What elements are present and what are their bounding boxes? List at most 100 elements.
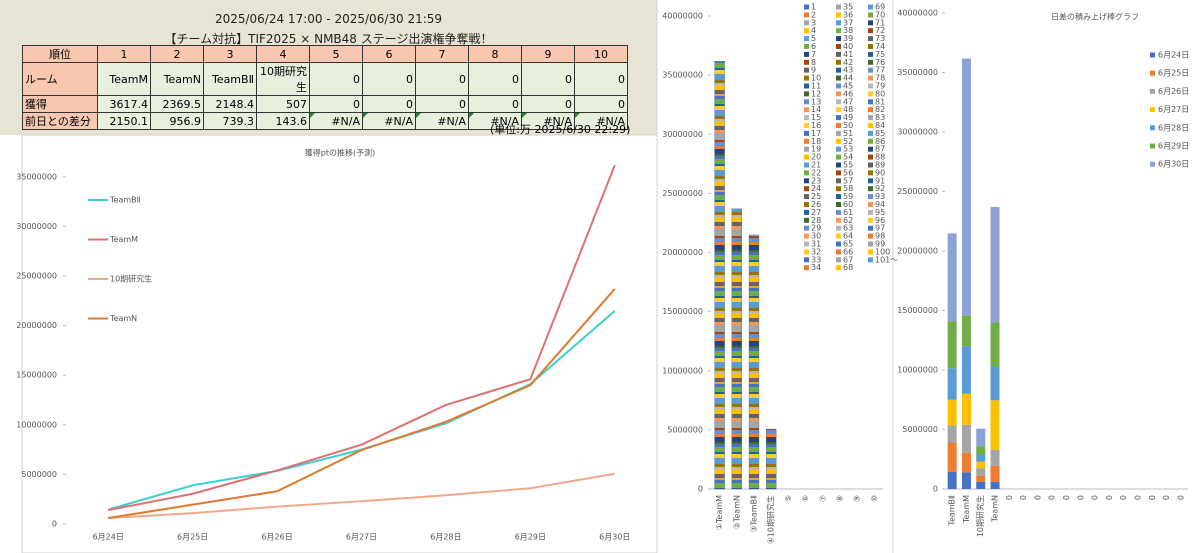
- bar-segment: [990, 465, 1000, 482]
- legend-label: 22: [811, 168, 821, 177]
- legend-swatch: [836, 233, 841, 239]
- legend-swatch: [836, 249, 841, 255]
- legend-label: 44: [843, 74, 853, 83]
- legend-swatch: [836, 217, 841, 223]
- y-tick-label: 35000000: [897, 68, 938, 77]
- y-tick-label: 35000000: [16, 172, 57, 181]
- legend-label: 6月28日: [1158, 123, 1189, 132]
- legend-swatch: [804, 115, 809, 121]
- legend-swatch: [804, 51, 809, 57]
- legend-swatch: [804, 28, 809, 34]
- x-tick-label: 6月28日: [430, 533, 461, 542]
- legend-label: 37: [843, 18, 853, 27]
- x-tick-label: ⑩: [870, 495, 879, 502]
- legend-swatch: [1150, 52, 1155, 58]
- legend-swatch: [868, 67, 873, 73]
- bar-segment: [947, 368, 957, 400]
- legend-label: 41: [843, 50, 853, 59]
- legend-swatch: [868, 4, 873, 10]
- y-tick-label: 15000000: [897, 306, 938, 315]
- legend-swatch: [804, 241, 809, 247]
- x-tick-label: 0: [1076, 495, 1085, 500]
- bar-segment: [976, 446, 986, 455]
- table-cell: 143.6: [256, 112, 310, 130]
- legend-label: 88: [875, 153, 885, 162]
- legend-label: 96: [875, 216, 885, 225]
- table-cell: 前日との差分: [22, 112, 98, 130]
- table-cell: #N/A: [309, 112, 363, 130]
- x-tick-label: 0: [1176, 495, 1185, 500]
- legend-label: 56: [843, 168, 853, 177]
- legend-swatch: [804, 202, 809, 207]
- bar-segment: [947, 471, 957, 489]
- legend-label: 14: [811, 105, 821, 114]
- legend-swatch: [804, 170, 809, 176]
- legend-label: 101〜: [875, 255, 898, 264]
- x-tick-label: 0: [1005, 495, 1014, 500]
- legend-swatch: [836, 146, 841, 152]
- legend-swatch: [836, 44, 841, 49]
- table-cell: 9: [521, 45, 575, 63]
- legend-swatch: [804, 209, 809, 215]
- legend-swatch: [804, 59, 809, 65]
- legend-label: 45: [843, 82, 853, 91]
- legend-label: 15: [811, 113, 821, 122]
- legend-swatch: [868, 186, 873, 192]
- legend-label: 6月26日: [1158, 87, 1189, 96]
- y-tick-label: 5000000: [902, 425, 938, 434]
- legend-label: 90: [875, 168, 885, 177]
- legend-label: 86: [875, 137, 885, 146]
- y-tick-label: 10000000: [897, 366, 938, 375]
- legend-label: 87: [875, 145, 885, 154]
- legend-swatch: [836, 12, 841, 18]
- bar-segment: [947, 442, 957, 472]
- legend-swatch: [836, 241, 841, 247]
- bar-segment: [976, 428, 986, 447]
- legend-label: 19: [811, 145, 821, 154]
- bar-segment: [976, 454, 986, 462]
- legend-swatch: [868, 36, 873, 42]
- legend-label: 52: [843, 137, 853, 146]
- line-chart-area: [21, 134, 658, 553]
- legend-swatch: [1150, 88, 1155, 94]
- legend-swatch: [868, 146, 873, 152]
- legend-swatch: [836, 115, 841, 121]
- bar-segment: [990, 449, 1000, 466]
- legend-swatch: [1150, 143, 1155, 149]
- bar-segment: [947, 233, 957, 322]
- y-tick-label: 0: [698, 485, 703, 494]
- table-cell: #N/A: [574, 112, 628, 130]
- legend-swatch: [804, 12, 809, 18]
- legend-label: 28: [811, 216, 821, 225]
- legend-swatch: [836, 202, 841, 207]
- legend-swatch: [868, 217, 873, 223]
- x-tick-label: 10期研究生: [975, 495, 985, 537]
- x-tick-label: TeamBⅡ: [948, 495, 957, 527]
- legend-label: 1: [811, 3, 816, 12]
- table-cell: 0: [574, 62, 628, 96]
- legend-swatch: [1150, 107, 1155, 113]
- bar-segment: [990, 322, 1000, 367]
- legend-label: 93: [875, 192, 885, 201]
- legend-swatch: [804, 186, 809, 192]
- bar-segment: [990, 366, 1000, 401]
- legend-label: 33: [811, 255, 821, 264]
- legend-swatch: [804, 249, 809, 255]
- legend-swatch: [804, 20, 809, 26]
- legend-label: 3: [811, 18, 816, 27]
- legend-label: 16: [811, 121, 821, 130]
- legend-swatch: [868, 20, 873, 26]
- chart-title: 日差の積み上げ棒グラフ: [1051, 12, 1139, 22]
- legend-swatch: [836, 75, 841, 81]
- x-tick-label: ⑤: [784, 495, 793, 502]
- x-tick-label: 0: [1162, 495, 1171, 500]
- legend-label: 71: [875, 18, 885, 27]
- table-cell: 507: [256, 95, 310, 113]
- legend-label: 70: [875, 10, 885, 19]
- table-cell: 8: [468, 45, 522, 63]
- table-cell: 956.9: [150, 112, 204, 130]
- legend-label: 55: [843, 161, 853, 170]
- x-tick-label: 0: [1019, 495, 1028, 500]
- legend-label: 10期研究生: [110, 274, 152, 284]
- legend-swatch: [836, 209, 841, 215]
